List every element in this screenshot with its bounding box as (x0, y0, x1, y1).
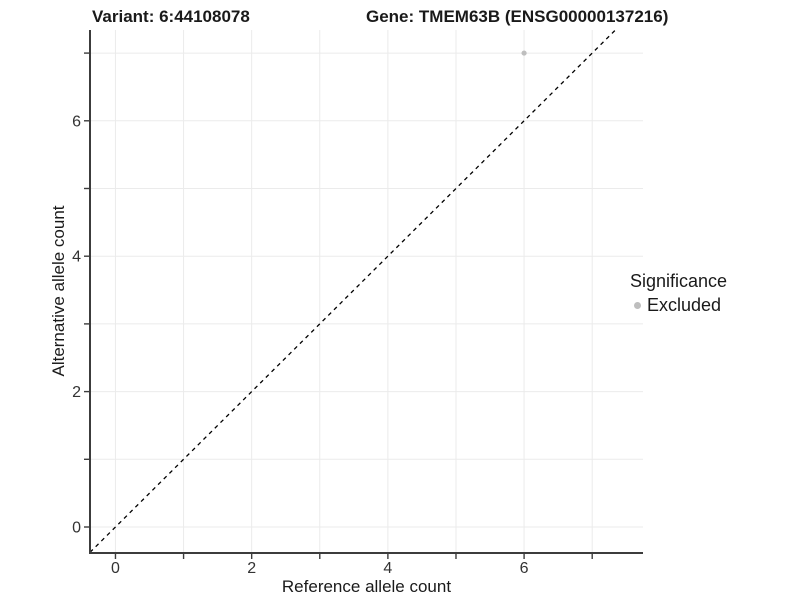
y-tick-label: 0 (72, 520, 81, 537)
y-axis-title: Alternative allele count (49, 205, 68, 377)
plot-title-variant: Variant: 6:44108078 (92, 7, 250, 26)
legend-point-icon (634, 302, 641, 309)
plot-title-gene: Gene: TMEM63B (ENSG00000137216) (366, 7, 669, 26)
legend-item-label: Excluded (647, 295, 722, 315)
plot-panel-background (90, 30, 643, 553)
legend-title: Significance (630, 271, 728, 291)
x-axis-title: Reference allele count (281, 577, 452, 596)
legend-items: Excluded (630, 295, 727, 316)
y-tick-label: 4 (72, 249, 81, 266)
y-tick-label: 2 (72, 384, 81, 401)
x-tick-label: 0 (111, 560, 120, 577)
x-tick-label: 2 (247, 560, 256, 577)
data-point (521, 50, 527, 56)
x-tick-label: 6 (520, 560, 529, 577)
legend: Significance Excluded (630, 271, 727, 316)
identity-dashed-line (89, 29, 616, 553)
legend-item: Excluded (630, 295, 727, 316)
y-tick-label: 6 (72, 113, 81, 130)
x-tick-label: 4 (383, 560, 392, 577)
